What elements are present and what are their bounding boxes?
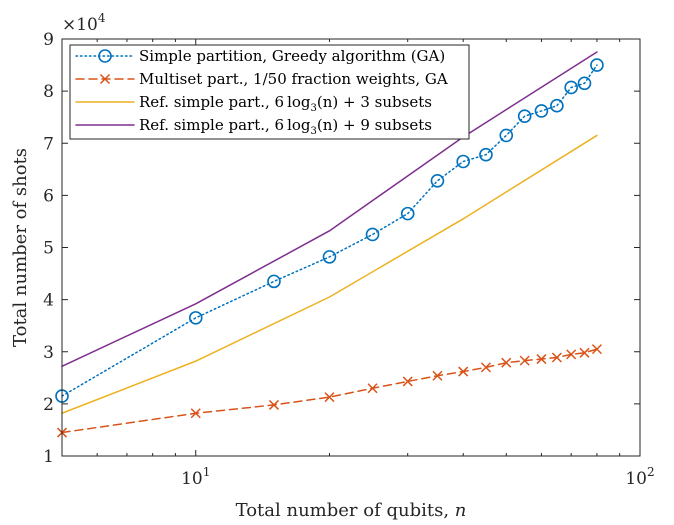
x-tick-label-exp-10: 1 [203, 465, 211, 479]
series-2-point-6-stroke-b [402, 376, 413, 387]
legend-entry-4-prefix: Ref. simple part., [139, 116, 275, 134]
series-2-point-16 [591, 344, 602, 355]
y-multiplier-base: ×10 [62, 15, 98, 35]
series-2-point-12 [536, 354, 547, 365]
series-1-point-6 [400, 206, 415, 221]
series-2-point-11-stroke-b [519, 355, 530, 366]
series-3-line [61, 134, 598, 415]
series-2-point-9-stroke-b [480, 362, 491, 373]
plot-area-frame [61, 38, 641, 457]
series-2-point-5 [367, 383, 378, 394]
series-2 [56, 344, 602, 438]
y-tick-label-1: 1 [43, 447, 54, 467]
legend-entry-4-sub: 3 [311, 126, 317, 137]
series-2-point-7-stroke-b [432, 370, 443, 381]
y-tick-label-6: 6 [43, 186, 54, 206]
series-2-point-10-stroke-b [501, 357, 512, 368]
y-tick-label-7: 7 [43, 134, 54, 154]
series-1-point-7 [430, 173, 445, 188]
y-tick-label-4: 4 [43, 291, 54, 311]
series-2-point-16-stroke-b [591, 344, 602, 355]
y-axis-label: Total number of shots [10, 148, 31, 347]
legend-entry-2-label: Multiset part., 1/50 fraction weights, G… [139, 70, 448, 88]
series-2-point-11 [519, 355, 530, 366]
series-2-point-13-stroke-b [551, 352, 562, 363]
series-2-point-4 [324, 392, 335, 403]
x-axis-label-text: Total number of qubits, [236, 500, 455, 521]
series-1-point-2 [188, 311, 203, 325]
series-3 [61, 134, 598, 415]
x-axis-label-variable: n [455, 500, 467, 521]
series-2-point-2-stroke-b [190, 408, 201, 419]
series-1-point-3 [267, 274, 281, 289]
series-layer [55, 51, 604, 438]
series-2-point-5-stroke-b [367, 383, 378, 394]
y-tick-label-2: 2 [43, 395, 54, 415]
series-2-point-3-stroke-b [268, 399, 279, 410]
y-multiplier-label: ×104 [62, 11, 106, 35]
series-2-point-10 [501, 357, 512, 368]
legend-box [69, 44, 470, 140]
series-2-point-13 [551, 352, 562, 363]
legend-entry-1-marker [98, 49, 112, 63]
series-1-point-13 [550, 98, 564, 113]
series-1-point-9 [479, 147, 493, 162]
series-2-point-6 [402, 376, 413, 387]
y-tick-label-3: 3 [43, 343, 54, 363]
legend-keys [75, 49, 135, 126]
series-1-point-12 [534, 104, 549, 118]
legend-entry-2-marker [99, 73, 111, 85]
legend-entry-4-six: 6 [275, 116, 285, 134]
legend-entry-1-label: Simple partition, Greedy algorithm (GA) [139, 47, 445, 65]
series-4-line [61, 51, 598, 368]
legend-entry-3-sub: 3 [311, 103, 317, 114]
series-1 [55, 58, 604, 403]
series-1-point-5 [365, 227, 380, 242]
x-tick-label-100: 102 [625, 465, 654, 489]
series-1-point-15 [577, 76, 592, 91]
series-2-point-12-stroke-b [536, 354, 547, 365]
legend-entry-3-arg: (n) + 3 subsets [317, 93, 432, 111]
series-1-point-8 [456, 154, 471, 169]
x-tick-label-base-10: 10 [181, 469, 203, 489]
legend-entry-3-six: 6 [275, 93, 285, 111]
series-2-point-8-stroke-b [458, 366, 469, 377]
legend-entry-4-log: log [287, 116, 311, 134]
series-2-line [61, 348, 598, 434]
y-tick-label-8: 8 [43, 82, 54, 102]
legend-entry-3-log: log [287, 93, 311, 111]
series-1-line [61, 64, 598, 397]
series-1-point-14 [564, 80, 578, 95]
y-tick-label-5: 5 [43, 239, 54, 259]
series-2-point-14-stroke-b [566, 349, 577, 360]
series-1-point-10 [499, 128, 514, 143]
series-1-point-4 [322, 250, 337, 264]
series-2-point-4-stroke-b [324, 392, 335, 403]
series-2-point-15 [579, 347, 590, 358]
series-2-point-3 [268, 399, 279, 410]
x-tick-label-exp-100: 2 [647, 465, 655, 479]
legend-entry-3-prefix: Ref. simple part., [139, 93, 275, 111]
series-1-point-11 [517, 109, 532, 123]
series-2-point-7 [432, 370, 443, 381]
series-2-point-15-stroke-b [579, 347, 590, 358]
y-multiplier-exponent: 4 [98, 11, 106, 25]
series-2-point-8 [458, 366, 469, 377]
legend-entry-4-label: Ref. simple part., 6 log3(n) + 9 subsets [139, 116, 432, 137]
legend-entry-3-label: Ref. simple part., 6 log3(n) + 3 subsets [139, 93, 432, 114]
legend-entry-2-marker-stroke-b [99, 73, 111, 85]
y-tick-label-9: 9 [43, 30, 54, 50]
series-4 [61, 51, 598, 368]
legend-entry-4-arg: (n) + 9 subsets [317, 116, 432, 134]
x-axis-label: Total number of qubits, n [236, 500, 467, 521]
series-1-point-16 [590, 58, 604, 72]
x-tick-label-10: 101 [181, 465, 210, 489]
series-2-point-2 [190, 408, 201, 419]
series-2-point-9 [480, 362, 491, 373]
legend: Simple partition, Greedy algorithm (GA) … [69, 44, 470, 140]
x-tick-label-base-100: 10 [625, 469, 647, 489]
series-2-point-14 [566, 349, 577, 360]
